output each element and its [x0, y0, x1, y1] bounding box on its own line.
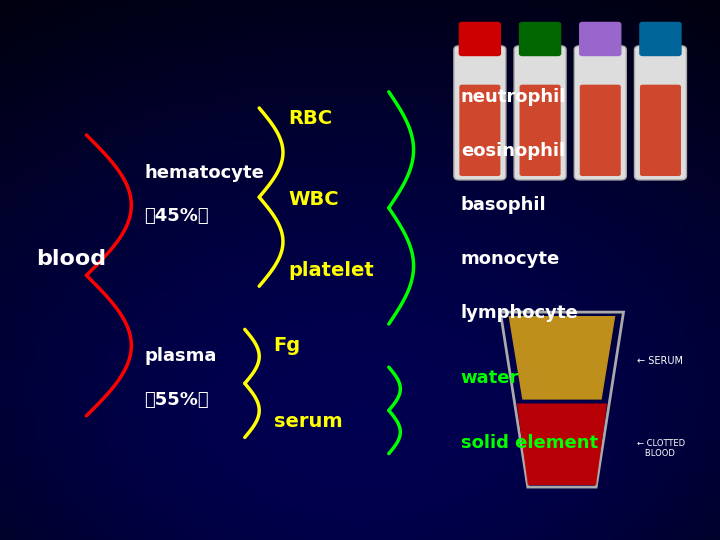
Text: neutrophil: neutrophil — [461, 88, 566, 106]
Text: RBC: RBC — [288, 109, 332, 129]
Text: basophil: basophil — [461, 196, 546, 214]
Text: lymphocyte: lymphocyte — [461, 304, 579, 322]
Text: hematocyte: hematocyte — [144, 164, 264, 182]
Text: monocyte: monocyte — [461, 250, 560, 268]
Text: serum: serum — [274, 411, 342, 431]
Text: plasma: plasma — [144, 347, 217, 366]
Text: water: water — [461, 369, 519, 387]
Text: solid element: solid element — [461, 434, 598, 452]
Text: WBC: WBC — [288, 190, 338, 210]
Text: eosinophil: eosinophil — [461, 142, 565, 160]
Text: platelet: platelet — [288, 260, 374, 280]
Text: （45%）: （45%） — [144, 207, 209, 225]
Text: Fg: Fg — [274, 336, 301, 355]
Text: blood: blood — [36, 249, 106, 269]
Text: （55%）: （55%） — [144, 390, 209, 409]
